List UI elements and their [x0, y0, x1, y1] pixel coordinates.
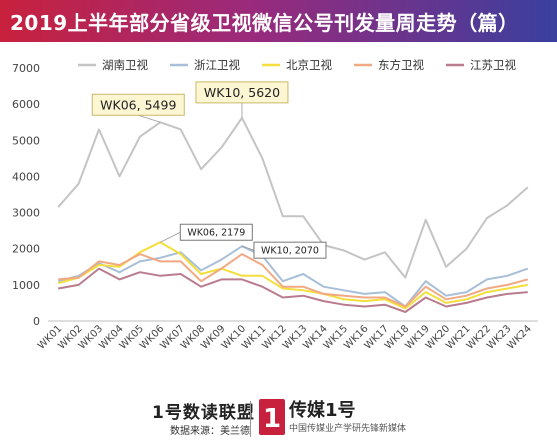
annotation-label: WK10, 2070 — [261, 246, 319, 257]
series-line — [57, 241, 528, 310]
media-logo-icon: 1 — [259, 399, 285, 435]
series-line — [57, 116, 529, 279]
legend-label: 江苏卫视 — [470, 58, 516, 72]
y-tick-label: 5000 — [12, 134, 40, 147]
legend-label: 湖南卫视 — [102, 58, 148, 72]
series-line — [57, 245, 529, 308]
brand-left-logo-text: 1号数读联盟 — [152, 403, 255, 423]
footer-divider — [250, 401, 251, 437]
y-tick-label: 3000 — [12, 207, 40, 220]
y-tick-label: 1000 — [12, 279, 40, 292]
legend-label: 浙江卫视 — [194, 58, 240, 72]
annotation-box — [179, 223, 253, 241]
y-tick-label: 7000 — [12, 62, 40, 75]
svg-text:1: 1 — [263, 404, 281, 434]
annotation-leader — [160, 231, 181, 243]
y-tick-label: 4000 — [12, 170, 40, 183]
annotation-label: WK10, 5620 — [204, 85, 280, 100]
line-chart: 01000200030004000500060007000WK01WK02WK0… — [12, 58, 538, 352]
brand-right-logo-text: 传媒1号 — [289, 400, 356, 421]
brand-tagline: 中国传媒业产学研先锋新媒体 — [289, 424, 407, 434]
annotation-leader — [241, 245, 255, 251]
annotation-label: WK06, 2179 — [187, 228, 245, 239]
series-line — [58, 253, 529, 308]
annotation-label: WK06, 5499 — [100, 97, 176, 112]
annotation-box — [195, 81, 289, 104]
footer: 1号数读联盟 数据来源：美兰德 1 传媒1号 中国传媒业产学研先锋新媒体 — [0, 395, 557, 444]
legend-label: 东方卫视 — [378, 58, 424, 72]
legend-label: 北京卫视 — [286, 58, 332, 72]
y-tick-label: 0 — [33, 315, 40, 328]
y-tick-label: 2000 — [12, 243, 40, 256]
annotation-box — [253, 241, 327, 259]
y-tick-label: 6000 — [12, 98, 40, 111]
annotation-leader — [138, 114, 161, 123]
data-source-text: 数据来源：美兰德 — [170, 426, 250, 437]
series-line — [58, 267, 528, 313]
annotation-box — [91, 93, 185, 116]
chart-title: 2019上半年部分省级卫视微信公号刊发量周走势（篇） — [0, 0, 557, 42]
